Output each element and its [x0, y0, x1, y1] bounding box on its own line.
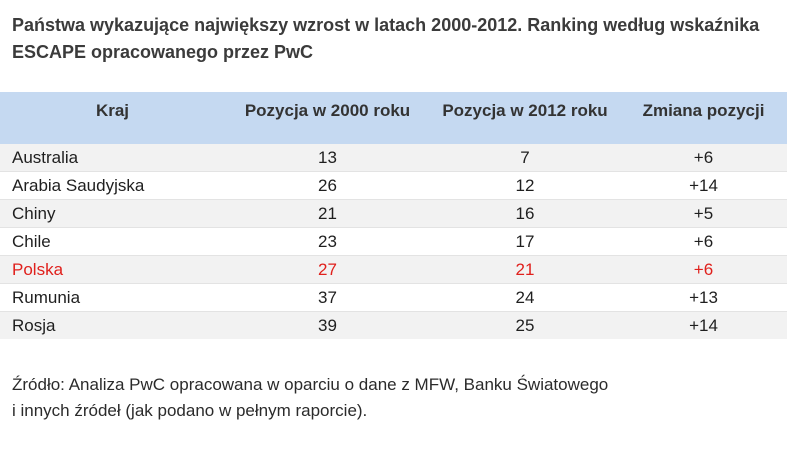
source-line-1: Źródło: Analiza PwC opracowana w oparciu… — [12, 375, 609, 394]
position-2012-cell: 16 — [430, 199, 620, 228]
table-row: Rosja 39 25 +14 — [0, 311, 787, 339]
country-cell: Polska — [0, 255, 225, 284]
ranking-table: Kraj Pozycja w 2000 roku Pozycja w 2012 … — [0, 92, 787, 339]
position-change-cell: +14 — [620, 171, 787, 200]
position-2000-cell: 37 — [225, 283, 430, 312]
chart-title: Państwa wykazujące największy wzrost w l… — [12, 15, 760, 62]
source-note: Źródło: Analiza PwC opracowana w oparciu… — [12, 372, 782, 424]
column-header-position-change: Zmiana pozycji — [620, 92, 787, 144]
position-2012-cell: 21 — [430, 255, 620, 284]
column-header-country: Kraj — [0, 92, 225, 144]
table-row: Chiny 21 16 +5 — [0, 199, 787, 228]
position-2000-cell: 27 — [225, 255, 430, 284]
column-header-position-2012: Pozycja w 2012 roku — [430, 92, 620, 144]
position-2012-cell: 12 — [430, 171, 620, 200]
position-change-cell: +6 — [620, 255, 787, 284]
position-2000-cell: 13 — [225, 144, 430, 172]
position-2012-cell: 25 — [430, 311, 620, 339]
table-row: Chile 23 17 +6 — [0, 227, 787, 256]
country-cell: Chiny — [0, 199, 225, 228]
position-2000-cell: 26 — [225, 171, 430, 200]
table-header-row: Kraj Pozycja w 2000 roku Pozycja w 2012 … — [0, 92, 787, 144]
position-change-cell: +13 — [620, 283, 787, 312]
position-change-cell: +5 — [620, 199, 787, 228]
position-change-cell: +6 — [620, 227, 787, 256]
position-2000-cell: 23 — [225, 227, 430, 256]
country-cell: Australia — [0, 144, 225, 172]
position-2000-cell: 39 — [225, 311, 430, 339]
column-header-position-2000: Pozycja w 2000 roku — [225, 92, 430, 144]
country-cell: Chile — [0, 227, 225, 256]
position-change-cell: +6 — [620, 144, 787, 172]
table-row: Australia 13 7 +6 — [0, 144, 787, 172]
table-body: Australia 13 7 +6 Arabia Saudyjska 26 12 +14 Chi… — [0, 144, 787, 339]
table-row: Arabia Saudyjska 26 12 +14 — [0, 171, 787, 200]
country-cell: Arabia Saudyjska — [0, 171, 225, 200]
position-2012-cell: 24 — [430, 283, 620, 312]
position-2012-cell: 7 — [430, 144, 620, 172]
table-row: Rumunia 37 24 +13 — [0, 283, 787, 312]
source-line-2: i innych źródeł (jak podano w pełnym rap… — [12, 401, 368, 420]
position-2012-cell: 17 — [430, 227, 620, 256]
table-row: Polska 27 21 +6 — [0, 255, 787, 284]
position-2000-cell: 21 — [225, 199, 430, 228]
country-cell: Rosja — [0, 311, 225, 339]
country-cell: Rumunia — [0, 283, 225, 312]
position-change-cell: +14 — [620, 311, 787, 339]
